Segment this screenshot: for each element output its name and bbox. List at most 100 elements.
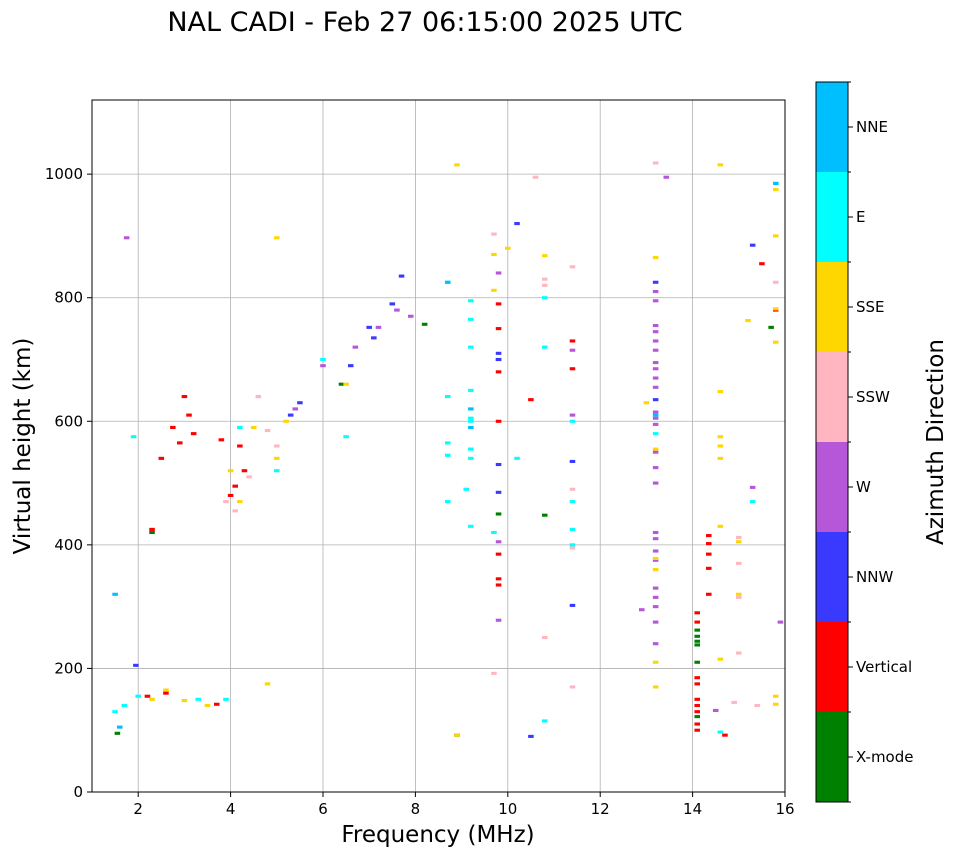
data-cell bbox=[541, 345, 548, 349]
data-cell bbox=[694, 722, 700, 726]
data-cell bbox=[541, 296, 548, 300]
series-ssw bbox=[223, 161, 779, 708]
data-cell bbox=[246, 475, 252, 479]
data-cell bbox=[528, 398, 534, 402]
data-cell bbox=[652, 385, 659, 389]
data-cell bbox=[652, 410, 659, 414]
colorbar-segment bbox=[816, 532, 848, 622]
data-cell bbox=[652, 323, 659, 328]
colorbar-segment bbox=[816, 172, 848, 262]
data-cell bbox=[421, 322, 428, 326]
y-tick-label: 1000 bbox=[45, 165, 83, 183]
data-cell bbox=[491, 252, 497, 257]
x-tick-label: 16 bbox=[775, 800, 794, 818]
data-cell bbox=[717, 163, 724, 167]
data-cell bbox=[495, 512, 502, 516]
data-cell bbox=[652, 398, 659, 402]
data-cell bbox=[468, 345, 474, 349]
data-cell bbox=[569, 265, 576, 269]
data-cell bbox=[468, 407, 474, 411]
data-cell bbox=[652, 595, 659, 599]
data-cell bbox=[454, 733, 460, 737]
data-cell bbox=[694, 715, 700, 719]
data-cell bbox=[541, 513, 548, 517]
data-cell bbox=[389, 302, 396, 306]
data-cell bbox=[116, 725, 123, 729]
data-cell bbox=[232, 484, 238, 488]
colorbar-segment bbox=[816, 442, 848, 532]
colorbar-tick-label: NNE bbox=[856, 118, 888, 136]
data-cell bbox=[204, 703, 211, 708]
data-cell bbox=[408, 314, 414, 318]
data-cell bbox=[652, 660, 659, 664]
data-cell bbox=[717, 444, 724, 448]
data-cell bbox=[237, 444, 243, 448]
data-cell bbox=[652, 348, 659, 352]
data-cell bbox=[495, 302, 502, 306]
data-cell bbox=[569, 603, 576, 607]
data-cell bbox=[528, 734, 534, 738]
data-cell bbox=[149, 530, 155, 535]
data-cell bbox=[652, 416, 659, 420]
data-cell bbox=[237, 425, 243, 430]
data-cell bbox=[149, 527, 155, 531]
series-nnw bbox=[133, 222, 756, 738]
data-cells bbox=[112, 161, 784, 738]
x-tick-label: 8 bbox=[411, 800, 421, 818]
data-cell bbox=[652, 642, 659, 646]
data-cell bbox=[694, 710, 700, 714]
data-cell bbox=[717, 456, 724, 460]
data-cell bbox=[652, 161, 659, 165]
data-cell bbox=[283, 419, 289, 423]
colorbar-tick-label: E bbox=[856, 208, 865, 226]
data-cell bbox=[274, 469, 280, 473]
series-sse bbox=[149, 163, 779, 737]
data-cell bbox=[177, 441, 183, 445]
data-cell bbox=[394, 308, 400, 312]
data-cell bbox=[237, 500, 243, 504]
data-cell bbox=[123, 236, 130, 240]
data-cell bbox=[694, 660, 700, 664]
colorbar-tick-label: Vertical bbox=[856, 658, 912, 676]
x-tick-label: 14 bbox=[683, 800, 702, 818]
data-cell bbox=[495, 490, 502, 494]
colorbar-segment bbox=[816, 622, 848, 712]
colorbar-segment bbox=[816, 712, 848, 802]
data-cell bbox=[652, 367, 659, 371]
data-cell bbox=[121, 703, 128, 708]
data-cell bbox=[745, 319, 751, 323]
data-cell bbox=[135, 694, 141, 698]
data-cell bbox=[652, 530, 659, 535]
data-cell bbox=[652, 558, 659, 562]
data-cell bbox=[663, 175, 670, 179]
data-cell bbox=[652, 376, 659, 380]
data-cell bbox=[749, 500, 756, 504]
data-cell bbox=[736, 651, 742, 655]
data-cell bbox=[366, 325, 372, 329]
data-cell bbox=[218, 438, 225, 442]
data-cell bbox=[749, 485, 756, 489]
data-cell bbox=[491, 232, 497, 236]
data-cell bbox=[717, 390, 724, 394]
data-cell bbox=[652, 299, 659, 303]
data-cell bbox=[569, 339, 576, 343]
data-cell bbox=[694, 728, 700, 732]
data-cell bbox=[223, 500, 229, 504]
y-axis-ticks: 0 200 400 600 800 1000 bbox=[45, 165, 92, 801]
data-cell bbox=[569, 685, 576, 689]
colorbar-label: Azimuth Direction bbox=[923, 339, 949, 545]
data-cell bbox=[195, 697, 202, 701]
data-cell bbox=[264, 682, 271, 686]
chart-title: NAL CADI - Feb 27 06:15:00 2025 UTC bbox=[167, 7, 682, 38]
data-cell bbox=[652, 466, 659, 470]
data-cell bbox=[569, 546, 576, 550]
data-cell bbox=[772, 234, 779, 238]
data-cell bbox=[652, 330, 659, 334]
colorbar-segment bbox=[816, 262, 848, 352]
colorbar-tick-label: W bbox=[856, 478, 871, 496]
x-axis-ticks: 2 4 6 8 10 12 14 16 bbox=[133, 792, 795, 818]
data-cell bbox=[213, 702, 220, 706]
data-cell bbox=[149, 697, 155, 701]
data-cell bbox=[772, 181, 779, 185]
